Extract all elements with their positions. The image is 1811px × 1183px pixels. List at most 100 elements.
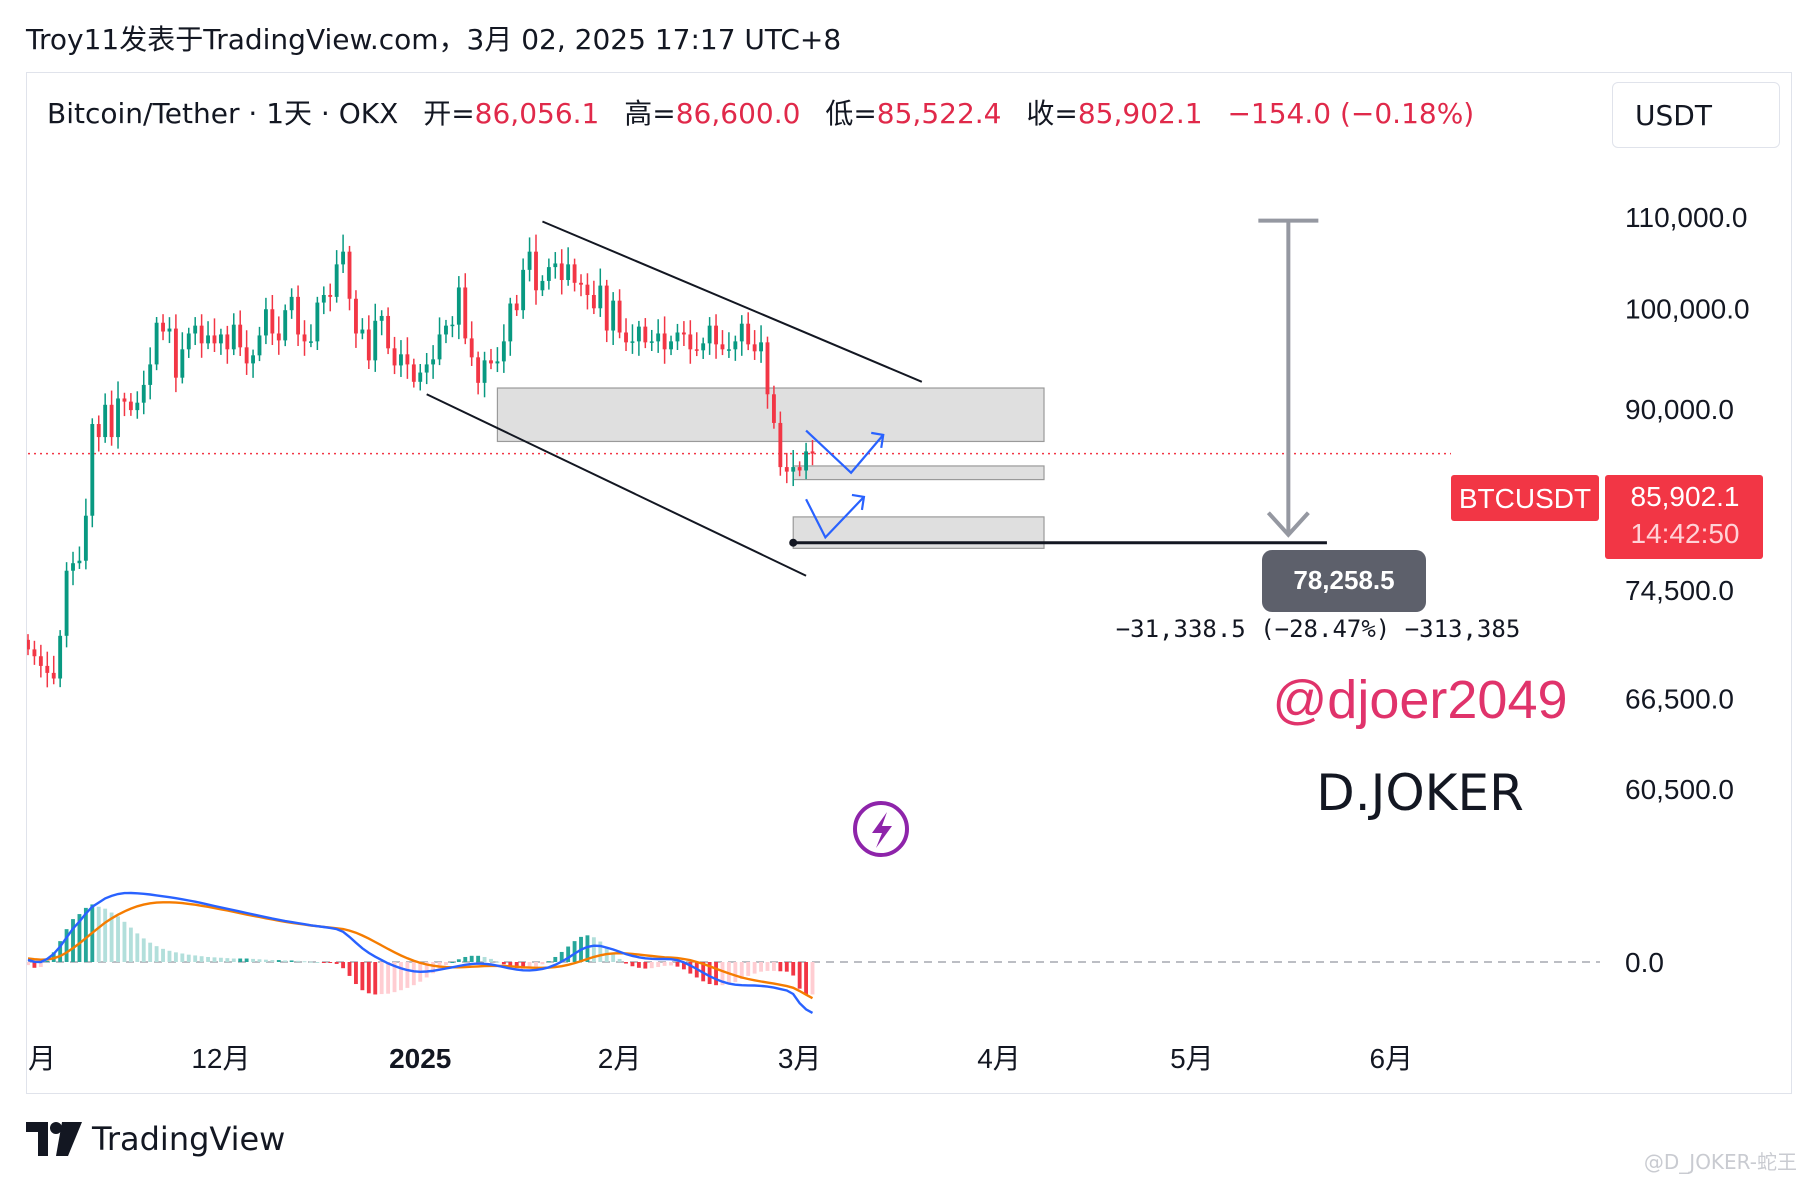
- support-anchor[interactable]: [789, 538, 798, 547]
- macd-histogram-bar: [354, 962, 358, 985]
- projection-arrow[interactable]: [805, 496, 865, 540]
- macd-histogram-bar: [109, 912, 114, 962]
- zone-box[interactable]: [496, 387, 1045, 443]
- projection-arrow[interactable]: [805, 429, 885, 475]
- candle: [347, 245, 352, 311]
- macd-histogram-bar: [804, 962, 809, 995]
- candle: [341, 234, 346, 274]
- macd-histogram-bar: [122, 921, 127, 962]
- price-tick-label: 100,000.0: [1625, 293, 1750, 324]
- candle: [559, 249, 564, 295]
- candle: [765, 336, 770, 409]
- trendline[interactable]: [426, 393, 807, 577]
- price-tick-label: 110,000.0: [1625, 202, 1748, 233]
- macd-histogram-bar: [508, 962, 513, 967]
- macd-histogram-bar: [116, 916, 120, 962]
- macd-histogram-bar: [379, 962, 384, 995]
- measure-tool[interactable]: [1258, 218, 1319, 538]
- price-axis[interactable]: 110,000.0 100,000.0 90,000.0 74,500.0 66,500…: [1625, 202, 1750, 805]
- candle: [212, 318, 217, 352]
- price-tag-value: 85,902.1: [1631, 481, 1740, 512]
- legend-high-label: 高=: [624, 97, 676, 130]
- candle: [83, 498, 88, 570]
- macd-histogram-bar: [778, 962, 783, 972]
- candle: [521, 258, 526, 319]
- candle: [141, 370, 146, 415]
- candle: [585, 273, 590, 310]
- candle: [617, 289, 622, 339]
- candle: [180, 332, 185, 384]
- candle: [450, 316, 455, 338]
- candle: [566, 247, 571, 286]
- legend-symbol[interactable]: Bitcoin/Tether · 1天 · OKX: [47, 97, 399, 130]
- candle: [643, 318, 648, 349]
- macd-zero-label: 0.0: [1625, 947, 1664, 978]
- candle: [804, 442, 809, 480]
- macd-histogram-bar: [296, 960, 301, 962]
- candle: [26, 634, 30, 656]
- macd-histogram-bar: [617, 958, 622, 962]
- legend-open-value: 86,056.1: [474, 97, 600, 130]
- symbol-tag-bg: [1451, 475, 1599, 521]
- macd-histogram-bar: [765, 962, 770, 971]
- candle: [173, 314, 178, 393]
- macd-histogram-bar: [771, 962, 776, 971]
- candle: [514, 294, 519, 316]
- candles-layer: [26, 234, 815, 688]
- macd-histogram-bar: [463, 956, 468, 962]
- flash-icon[interactable]: [853, 801, 909, 857]
- macd-histogram-bar: [675, 962, 680, 967]
- candle: [289, 288, 294, 319]
- macd-histogram-bar: [791, 962, 796, 976]
- candle: [309, 324, 313, 348]
- candle: [630, 324, 635, 354]
- candle: [534, 234, 538, 305]
- macd-histogram-bar: [32, 962, 37, 968]
- currency-button[interactable]: USDT: [1612, 82, 1780, 148]
- macd-histogram-bar: [26, 962, 30, 966]
- candle: [135, 391, 140, 419]
- handle-annotation: @djoer2049: [1272, 670, 1567, 730]
- macd-histogram-bar: [128, 927, 133, 962]
- candle: [495, 347, 500, 373]
- price-tag-bg: [1605, 475, 1763, 559]
- macd-histogram-bar: [103, 908, 108, 962]
- macd-histogram-bar: [527, 962, 532, 969]
- macd-histogram-bar: [289, 960, 294, 962]
- candle: [444, 319, 448, 344]
- macd-histogram-bar: [83, 907, 88, 962]
- macd-histogram-bar: [733, 962, 738, 983]
- candle: [489, 348, 493, 370]
- candle: [418, 363, 423, 391]
- macd-histogram-bar: [456, 959, 461, 962]
- macd-histogram-bar: [630, 962, 635, 967]
- candle: [257, 326, 262, 362]
- price-tag: BTCUSDT 85,902.1 14:42:50: [1451, 475, 1763, 559]
- candle: [334, 250, 339, 303]
- candle: [649, 329, 654, 351]
- candle: [231, 313, 236, 356]
- candle: [238, 310, 243, 356]
- candle: [218, 328, 223, 355]
- macd-histogram-bar: [270, 960, 275, 962]
- time-axis[interactable]: 月 12月 2025 2月 3月 4月 5月 6月: [28, 1043, 1413, 1074]
- macd-histogram-bar: [58, 941, 63, 962]
- trendline[interactable]: [542, 220, 923, 383]
- macd-histogram-bar: [263, 959, 268, 962]
- candle: [45, 651, 50, 688]
- brand: TradingView: [26, 1120, 285, 1158]
- legend-low-value: 85,522.4: [876, 97, 1002, 130]
- macd-histogram-bar: [720, 962, 725, 986]
- candle: [669, 335, 673, 356]
- price-tick-label: 60,500.0: [1625, 774, 1734, 805]
- macd-histogram-bar: [321, 962, 326, 963]
- macd-histogram-bar: [328, 962, 333, 963]
- tradingview-logo-icon: [26, 1122, 82, 1156]
- candle: [675, 323, 680, 351]
- macd-histogram-bar: [534, 962, 538, 967]
- candle: [392, 336, 397, 375]
- time-tick-label: 4月: [977, 1043, 1021, 1074]
- macd-histogram-bar: [611, 953, 616, 962]
- macd-histogram-bar: [636, 962, 641, 968]
